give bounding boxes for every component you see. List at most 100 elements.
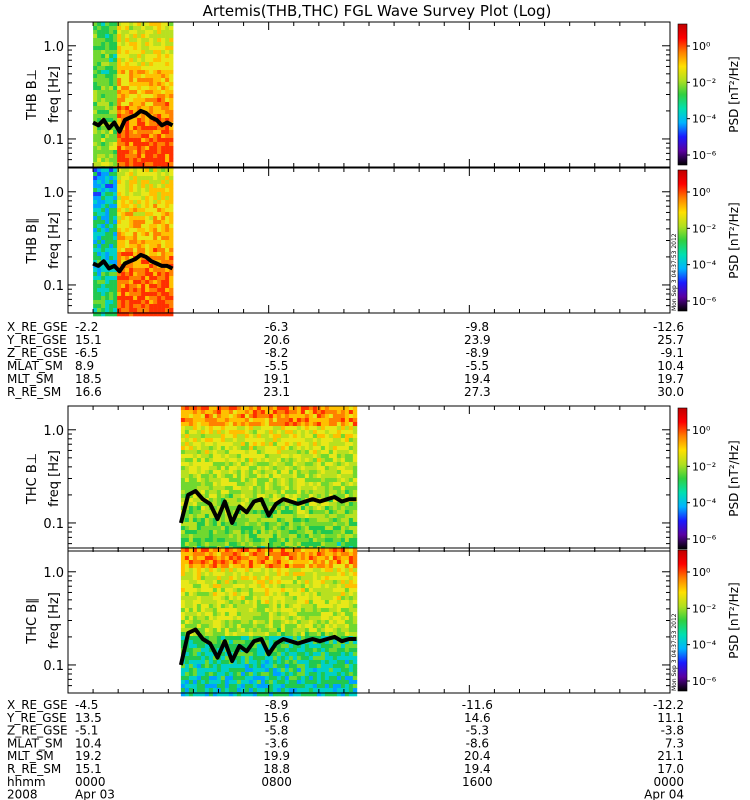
- colorbar-tick-label: 10⁻⁴: [692, 497, 717, 510]
- ephemeris-value: -2.2: [75, 320, 98, 334]
- ephemeris-label: MLT_SM: [7, 749, 54, 763]
- ephemeris-value: 25.7: [657, 333, 684, 347]
- colorbar-tick-label: 10⁰: [692, 424, 711, 437]
- ephemeris-value: -11.6: [462, 698, 493, 712]
- ephemeris-value: 19.1: [263, 372, 290, 386]
- gyrofrequency-trace: [178, 489, 357, 525]
- colorbar: [677, 169, 688, 312]
- spectrogram-heatmap: [93, 168, 174, 317]
- ephemeris-label: X_RE_GSE: [7, 320, 68, 334]
- ephemeris-value: 18.5: [75, 372, 102, 386]
- ephemeris-value: -6.3: [265, 320, 288, 334]
- ephemeris-value: 0000: [75, 775, 106, 789]
- colorbar-tick-label: 10⁻⁶: [692, 675, 717, 688]
- ephemeris-value: 14.6: [464, 711, 491, 725]
- colorbar-tick-label: 10⁻⁶: [692, 533, 717, 546]
- colorbar: [677, 549, 688, 692]
- y-tick-label: 0.1: [43, 133, 64, 148]
- y-axis-probe-label: THB B∥: [25, 217, 40, 264]
- colorbar-tick-label: 10⁻⁶: [692, 149, 717, 162]
- ephemeris-value: 10.4: [657, 359, 684, 373]
- colorbar: [677, 23, 688, 166]
- ephemeris-value: 27.3: [464, 385, 491, 399]
- y-axis-probe-label: THB B⊥: [25, 69, 40, 121]
- y-tick-label: 1.0: [43, 186, 64, 201]
- ephemeris-value: 21.1: [657, 749, 684, 763]
- ephemeris-value: -5.8: [265, 724, 288, 738]
- ephemeris-value: 7.3: [665, 736, 684, 750]
- ephemeris-label: Y_RE_GSE: [6, 711, 67, 725]
- colorbar-tick-label: 10⁻²: [692, 76, 716, 89]
- ephemeris-value: 19.4: [464, 762, 491, 776]
- panel-frame: [67, 547, 671, 694]
- ephemeris-value: -8.9: [265, 698, 288, 712]
- gyrofrequency-trace: [92, 252, 174, 274]
- ephemeris-value: 30.0: [657, 385, 684, 399]
- colorbar-tick-label: 10⁻²: [692, 222, 716, 235]
- ephemeris-value: -3.6: [265, 736, 288, 750]
- ephemeris-value: Apr 03: [75, 788, 115, 800]
- gyrofrequency-trace: [178, 627, 357, 666]
- colorbar-tick-label: 10⁻⁶: [692, 295, 717, 308]
- ephemeris-label: MLAT_SM: [7, 736, 63, 750]
- ephemeris-label: hhmm: [7, 775, 46, 789]
- colorbar-tick-label: 10⁻⁴: [692, 259, 717, 272]
- timestamp-stamp: Mon Sep 3 04:37:53 2012: [671, 613, 678, 691]
- ephemeris-value: 15.1: [75, 762, 102, 776]
- timestamp-stamp: Mon Sep 3 04:37:53 2012: [671, 233, 678, 311]
- ephemeris-label: MLAT_SM: [7, 359, 63, 373]
- colorbar-tick-label: 10⁻⁴: [692, 639, 717, 652]
- ephemeris-value: 16.6: [75, 385, 102, 399]
- colorbar-label: PSD [nT²/Hz]: [727, 56, 741, 132]
- ephemeris-value: 19.2: [75, 749, 102, 763]
- ephemeris-label: Y_RE_GSE: [6, 333, 67, 347]
- ephemeris-value: 19.7: [657, 372, 684, 386]
- colorbar-label: PSD [nT²/Hz]: [727, 582, 741, 658]
- colorbar: [677, 407, 688, 550]
- y-tick-label: 1.0: [43, 566, 64, 581]
- ephemeris-value: -9.1: [661, 346, 684, 360]
- ephemeris-value: Apr 04: [644, 788, 684, 800]
- colorbar-tick-label: 10⁻²: [692, 602, 716, 615]
- ephemeris-value: -8.6: [466, 736, 489, 750]
- ephemeris-value: -12.6: [653, 320, 684, 334]
- ephemeris-label: R_RE_SM: [7, 385, 61, 399]
- ephemeris-value: -3.8: [661, 724, 684, 738]
- y-axis-unit-label: freq [Hz]: [47, 450, 62, 507]
- ephemeris-value: -9.8: [466, 320, 489, 334]
- ephemeris-value: -8.9: [466, 346, 489, 360]
- ephemeris-value: -5.1: [75, 724, 98, 738]
- colorbar-tick-label: 10⁰: [692, 566, 711, 579]
- ephemeris-value: 8.9: [75, 359, 94, 373]
- spectrogram-heatmap: [180, 406, 358, 555]
- y-tick-label: 0.1: [43, 517, 64, 532]
- ephemeris-value: -4.5: [75, 698, 98, 712]
- ephemeris-value: 23.1: [263, 385, 290, 399]
- ephemeris-label: Z_RE_GSE: [7, 346, 68, 360]
- y-tick-label: 1.0: [43, 40, 64, 55]
- ephemeris-label: MLT_SM: [7, 372, 54, 386]
- ephemeris-value: -5.3: [466, 724, 489, 738]
- ephemeris-thb: X_RE_GSE -2.2 -6.3 -9.8 -12.6 Y_RE_GSE 15.1 20.…: [6, 320, 684, 399]
- ephemeris-value: -5.5: [466, 359, 489, 373]
- ephemeris-value: 15.1: [75, 333, 102, 347]
- y-tick-label: 0.1: [43, 279, 64, 294]
- ephemeris-value: 20.6: [263, 333, 290, 347]
- ephemeris-value: 1600: [462, 775, 493, 789]
- colorbar-label: PSD [nT²/Hz]: [727, 440, 741, 516]
- ephemeris-label: Z_RE_GSE: [7, 724, 68, 738]
- colorbar-tick-label: 10⁰: [692, 40, 711, 53]
- ephemeris-label: 2008: [7, 788, 38, 800]
- ephemeris-value: 23.9: [464, 333, 491, 347]
- ephemeris-value: 15.6: [263, 711, 290, 725]
- colorbar-tick-label: 10⁻²: [692, 460, 716, 473]
- ephemeris-value: 19.9: [263, 749, 290, 763]
- ephemeris-tables: X_RE_GSE -2.2 -6.3 -9.8 -12.6 Y_RE_GSE 15.1 20.…: [6, 320, 684, 800]
- y-axis-unit-label: freq [Hz]: [47, 212, 62, 269]
